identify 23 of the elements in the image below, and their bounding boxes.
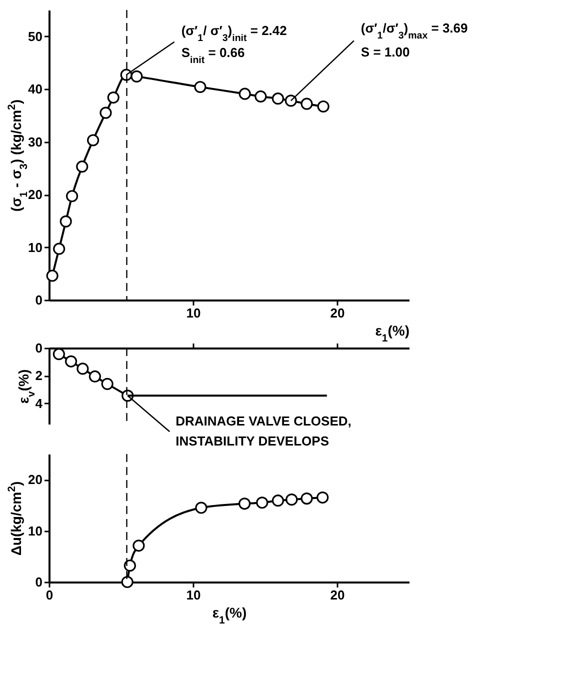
y-tick-label: 0 — [35, 340, 42, 356]
y-tick-label: 4 — [35, 396, 44, 411]
y-tick-label: 10 — [28, 523, 42, 538]
x-tick-label: 20 — [330, 588, 345, 602]
annotation: DRAINAGE VALVE CLOSED, — [176, 414, 352, 429]
y-tick-label: 0 — [35, 574, 42, 590]
annotation: (σ′$_{1}$/ σ′$_{3}$)$_{init}$ = 2.42 — [181, 22, 287, 44]
x-tick-label: 0 — [46, 588, 54, 602]
y-tick-label: 50 — [28, 28, 42, 44]
x-axis-title: ε$_{1}$(%) — [212, 604, 247, 626]
x-tick-label: 10 — [186, 588, 201, 602]
y-tick-label: 2 — [35, 368, 42, 384]
y-tick-label: 30 — [28, 134, 42, 150]
annotation: (σ′$_{1}$/σ′$_{3}$)$_{max}$ = 3.69 — [360, 20, 468, 42]
y-tick-label: 20 — [28, 472, 42, 488]
x-axis-title: ε$_{1}$(%) — [375, 322, 410, 344]
annotation: S$_{init}$ = 0.66 — [181, 44, 245, 66]
annotation: INSTABILITY DEVELOPS — [176, 434, 330, 449]
annotation: S = 1.00 — [360, 44, 410, 60]
y-tick-label: 20 — [28, 187, 42, 202]
y-tick-label: 40 — [28, 82, 42, 97]
y-tick-label: 10 — [28, 240, 42, 255]
y-tick-label: 0 — [35, 292, 42, 308]
